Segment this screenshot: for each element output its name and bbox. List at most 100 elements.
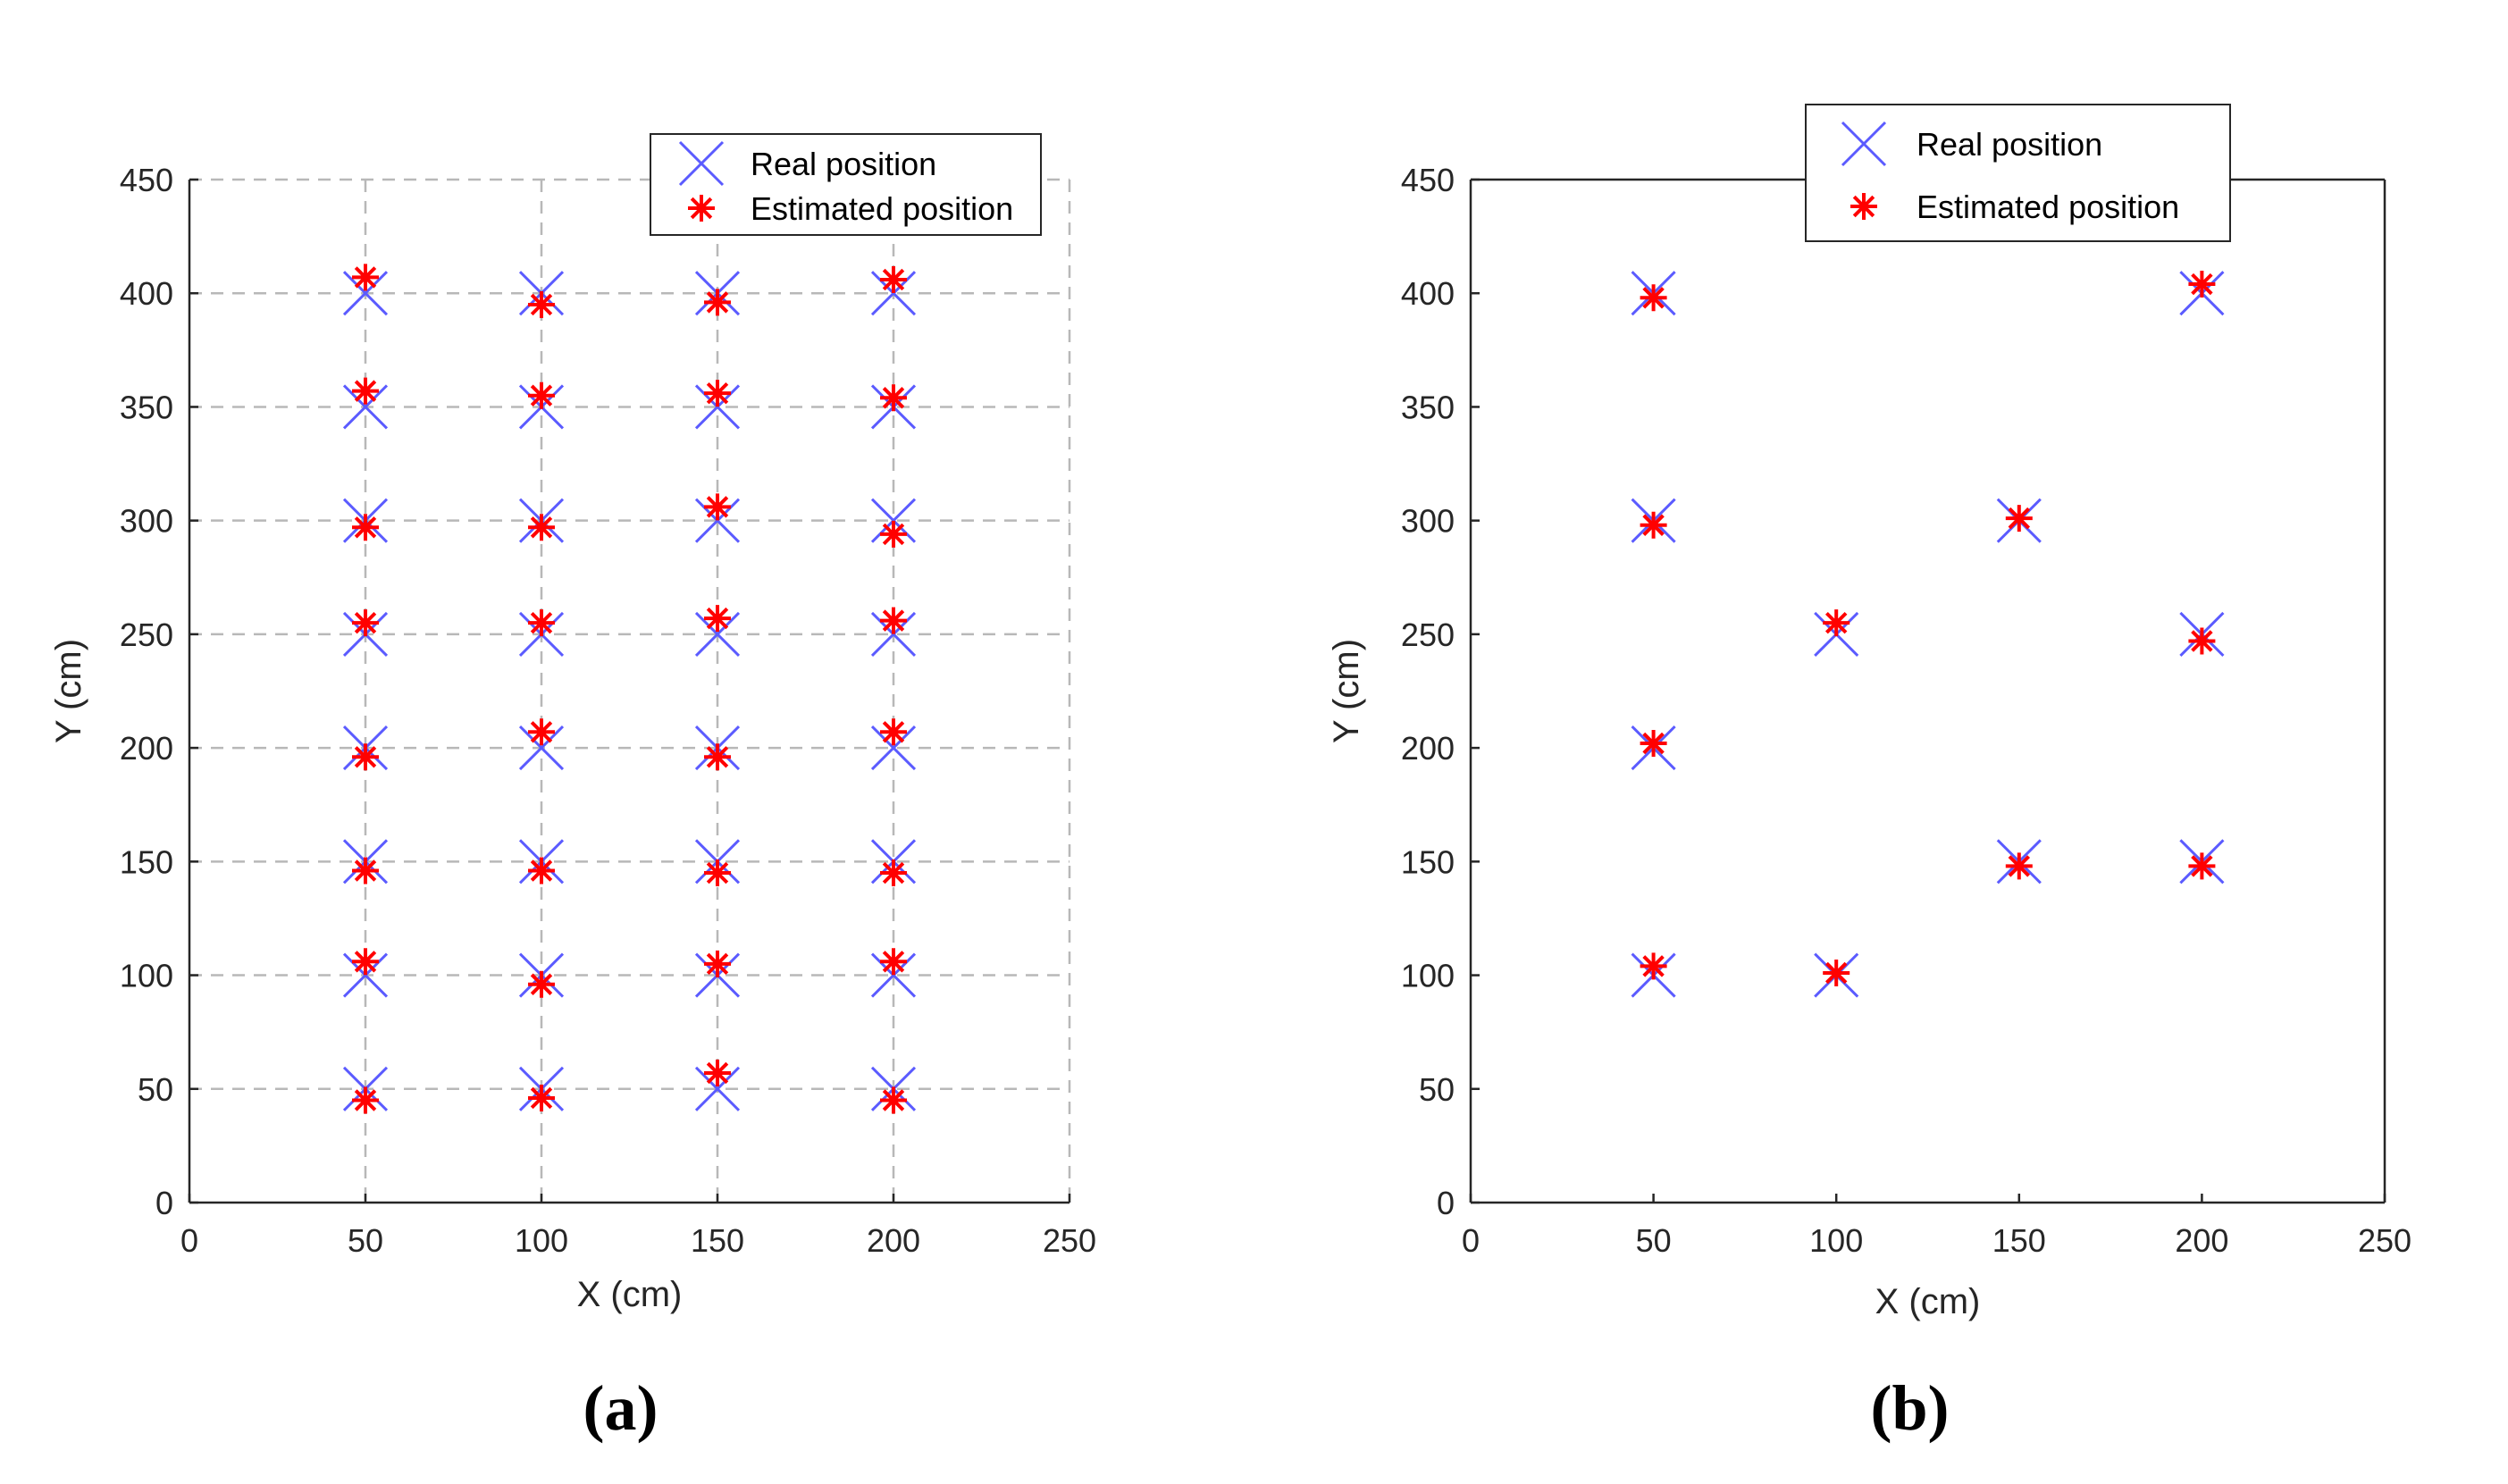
estimated-position-marker	[352, 264, 379, 291]
estimated-position-marker	[880, 718, 907, 746]
legend: Real position Estimated position	[1805, 104, 2231, 242]
estimated-position-marker	[352, 948, 379, 976]
estimated-position-marker	[704, 1059, 731, 1086]
estimated-position-marker	[2188, 852, 2216, 880]
estimated-position-marker	[1640, 952, 1667, 980]
y-tick-label: 300	[1401, 503, 1455, 540]
x-tick-label: 100	[1809, 1222, 1863, 1259]
estimated-position-marker	[352, 1086, 379, 1114]
y-tick-label: 200	[120, 730, 173, 767]
y-tick-label: 250	[120, 616, 173, 653]
x-axis-label: X (cm)	[1875, 1282, 1981, 1321]
x-tick-label: 0	[1462, 1222, 1480, 1259]
y-tick-label: 200	[1401, 730, 1455, 767]
x-tick-label: 250	[2358, 1222, 2412, 1259]
y-tick-label: 0	[155, 1185, 173, 1221]
x-tick-label: 200	[867, 1222, 920, 1259]
real-position-marker	[870, 498, 917, 543]
legend-estimated-position-marker	[688, 195, 715, 222]
y-tick-label: 400	[1401, 275, 1455, 312]
estimated-position-marker	[352, 514, 379, 541]
real-position-marker	[518, 725, 565, 771]
legend: Real position Estimated position	[650, 133, 1042, 236]
x-tick-label: 50	[1636, 1222, 1672, 1259]
real-position-marker	[870, 952, 917, 998]
estimated-position-marker	[1640, 284, 1667, 312]
real-position-marker	[694, 498, 741, 543]
estimated-position-marker	[528, 381, 555, 409]
estimated-position-marker	[2188, 271, 2216, 298]
x-tick-label: 0	[180, 1222, 198, 1259]
estimated-position-marker	[528, 609, 555, 637]
estimated-position-marker	[880, 859, 907, 887]
estimated-position-marker	[704, 289, 731, 316]
legend-box	[1805, 104, 2231, 242]
estimated-position-marker	[704, 380, 731, 407]
y-tick-label: 50	[138, 1071, 173, 1108]
estimated-position-marker	[704, 743, 731, 771]
estimated-position-marker	[352, 377, 379, 405]
x-tick-label: 50	[348, 1222, 383, 1259]
y-tick-label: 450	[1401, 162, 1455, 198]
real-position-marker	[870, 611, 917, 657]
real-position-marker	[342, 952, 389, 998]
real-position-marker	[870, 271, 917, 316]
estimated-position-marker	[352, 743, 379, 771]
real-position-marker	[694, 1066, 741, 1111]
estimated-position-marker	[1823, 609, 1850, 637]
y-axis-label: Y (cm)	[1327, 639, 1366, 743]
legend-real-position-marker	[678, 140, 725, 187]
estimated-position-marker	[880, 607, 907, 634]
y-tick-label: 350	[120, 389, 173, 425]
real-position-marker	[694, 384, 741, 430]
legend-entry: Real position	[751, 146, 936, 182]
y-tick-label: 100	[120, 958, 173, 994]
y-axis-label: Y (cm)	[49, 639, 88, 743]
estimated-position-marker	[704, 493, 731, 521]
x-tick-label: 150	[691, 1222, 744, 1259]
estimated-position-marker	[2005, 505, 2033, 532]
estimated-position-marker	[2188, 627, 2216, 655]
real-position-marker	[342, 271, 389, 316]
figure-caption: (a)	[583, 1372, 658, 1444]
estimated-position-marker	[1640, 730, 1667, 758]
estimated-position-marker	[704, 950, 731, 977]
estimated-position-marker	[352, 857, 379, 885]
real-position-marker	[870, 725, 917, 771]
estimated-position-marker	[528, 1084, 555, 1111]
real-position-marker	[694, 611, 741, 657]
legend-entry: Estimated position	[1917, 189, 2179, 225]
legend-estimated-position-marker	[1850, 193, 1877, 220]
x-tick-label: 250	[1043, 1222, 1096, 1259]
chart-a: 0 50 100 150 200 250 0 50 100 150 200 250 300 350 400 4…	[49, 133, 1096, 1444]
y-tick-label: 250	[1401, 616, 1455, 653]
figure-caption: (b)	[1871, 1372, 1950, 1444]
chart-b: 0 50 100 150 200 250 0 50 100 150 200 250 300 350 400 4…	[1327, 104, 2412, 1444]
estimated-position-marker	[528, 857, 555, 885]
estimated-position-marker	[880, 1086, 907, 1114]
y-tick-label: 0	[1437, 1185, 1455, 1221]
series-estimated-position	[1640, 271, 2216, 987]
estimated-position-marker	[528, 718, 555, 746]
estimated-position-marker	[352, 609, 379, 637]
legend-real-position-marker	[1841, 121, 1887, 167]
x-tick-label: 100	[515, 1222, 568, 1259]
estimated-position-marker	[528, 514, 555, 541]
estimated-position-marker	[528, 970, 555, 998]
plot-area	[1471, 180, 2385, 1203]
y-tick-label: 100	[1401, 958, 1455, 994]
plot-area	[189, 180, 1069, 1203]
estimated-position-marker	[704, 859, 731, 887]
x-tick-label: 200	[2175, 1222, 2228, 1259]
y-tick-label: 300	[120, 503, 173, 540]
y-tick-label: 150	[120, 843, 173, 880]
y-tick-label: 150	[1401, 843, 1455, 880]
y-tick-label: 50	[1419, 1071, 1455, 1108]
estimated-position-marker	[880, 948, 907, 976]
y-tick-label: 350	[1401, 389, 1455, 425]
estimated-position-marker	[528, 290, 555, 318]
x-tick-label: 150	[1992, 1222, 2046, 1259]
estimated-position-marker	[704, 605, 731, 633]
real-position-marker	[342, 384, 389, 430]
